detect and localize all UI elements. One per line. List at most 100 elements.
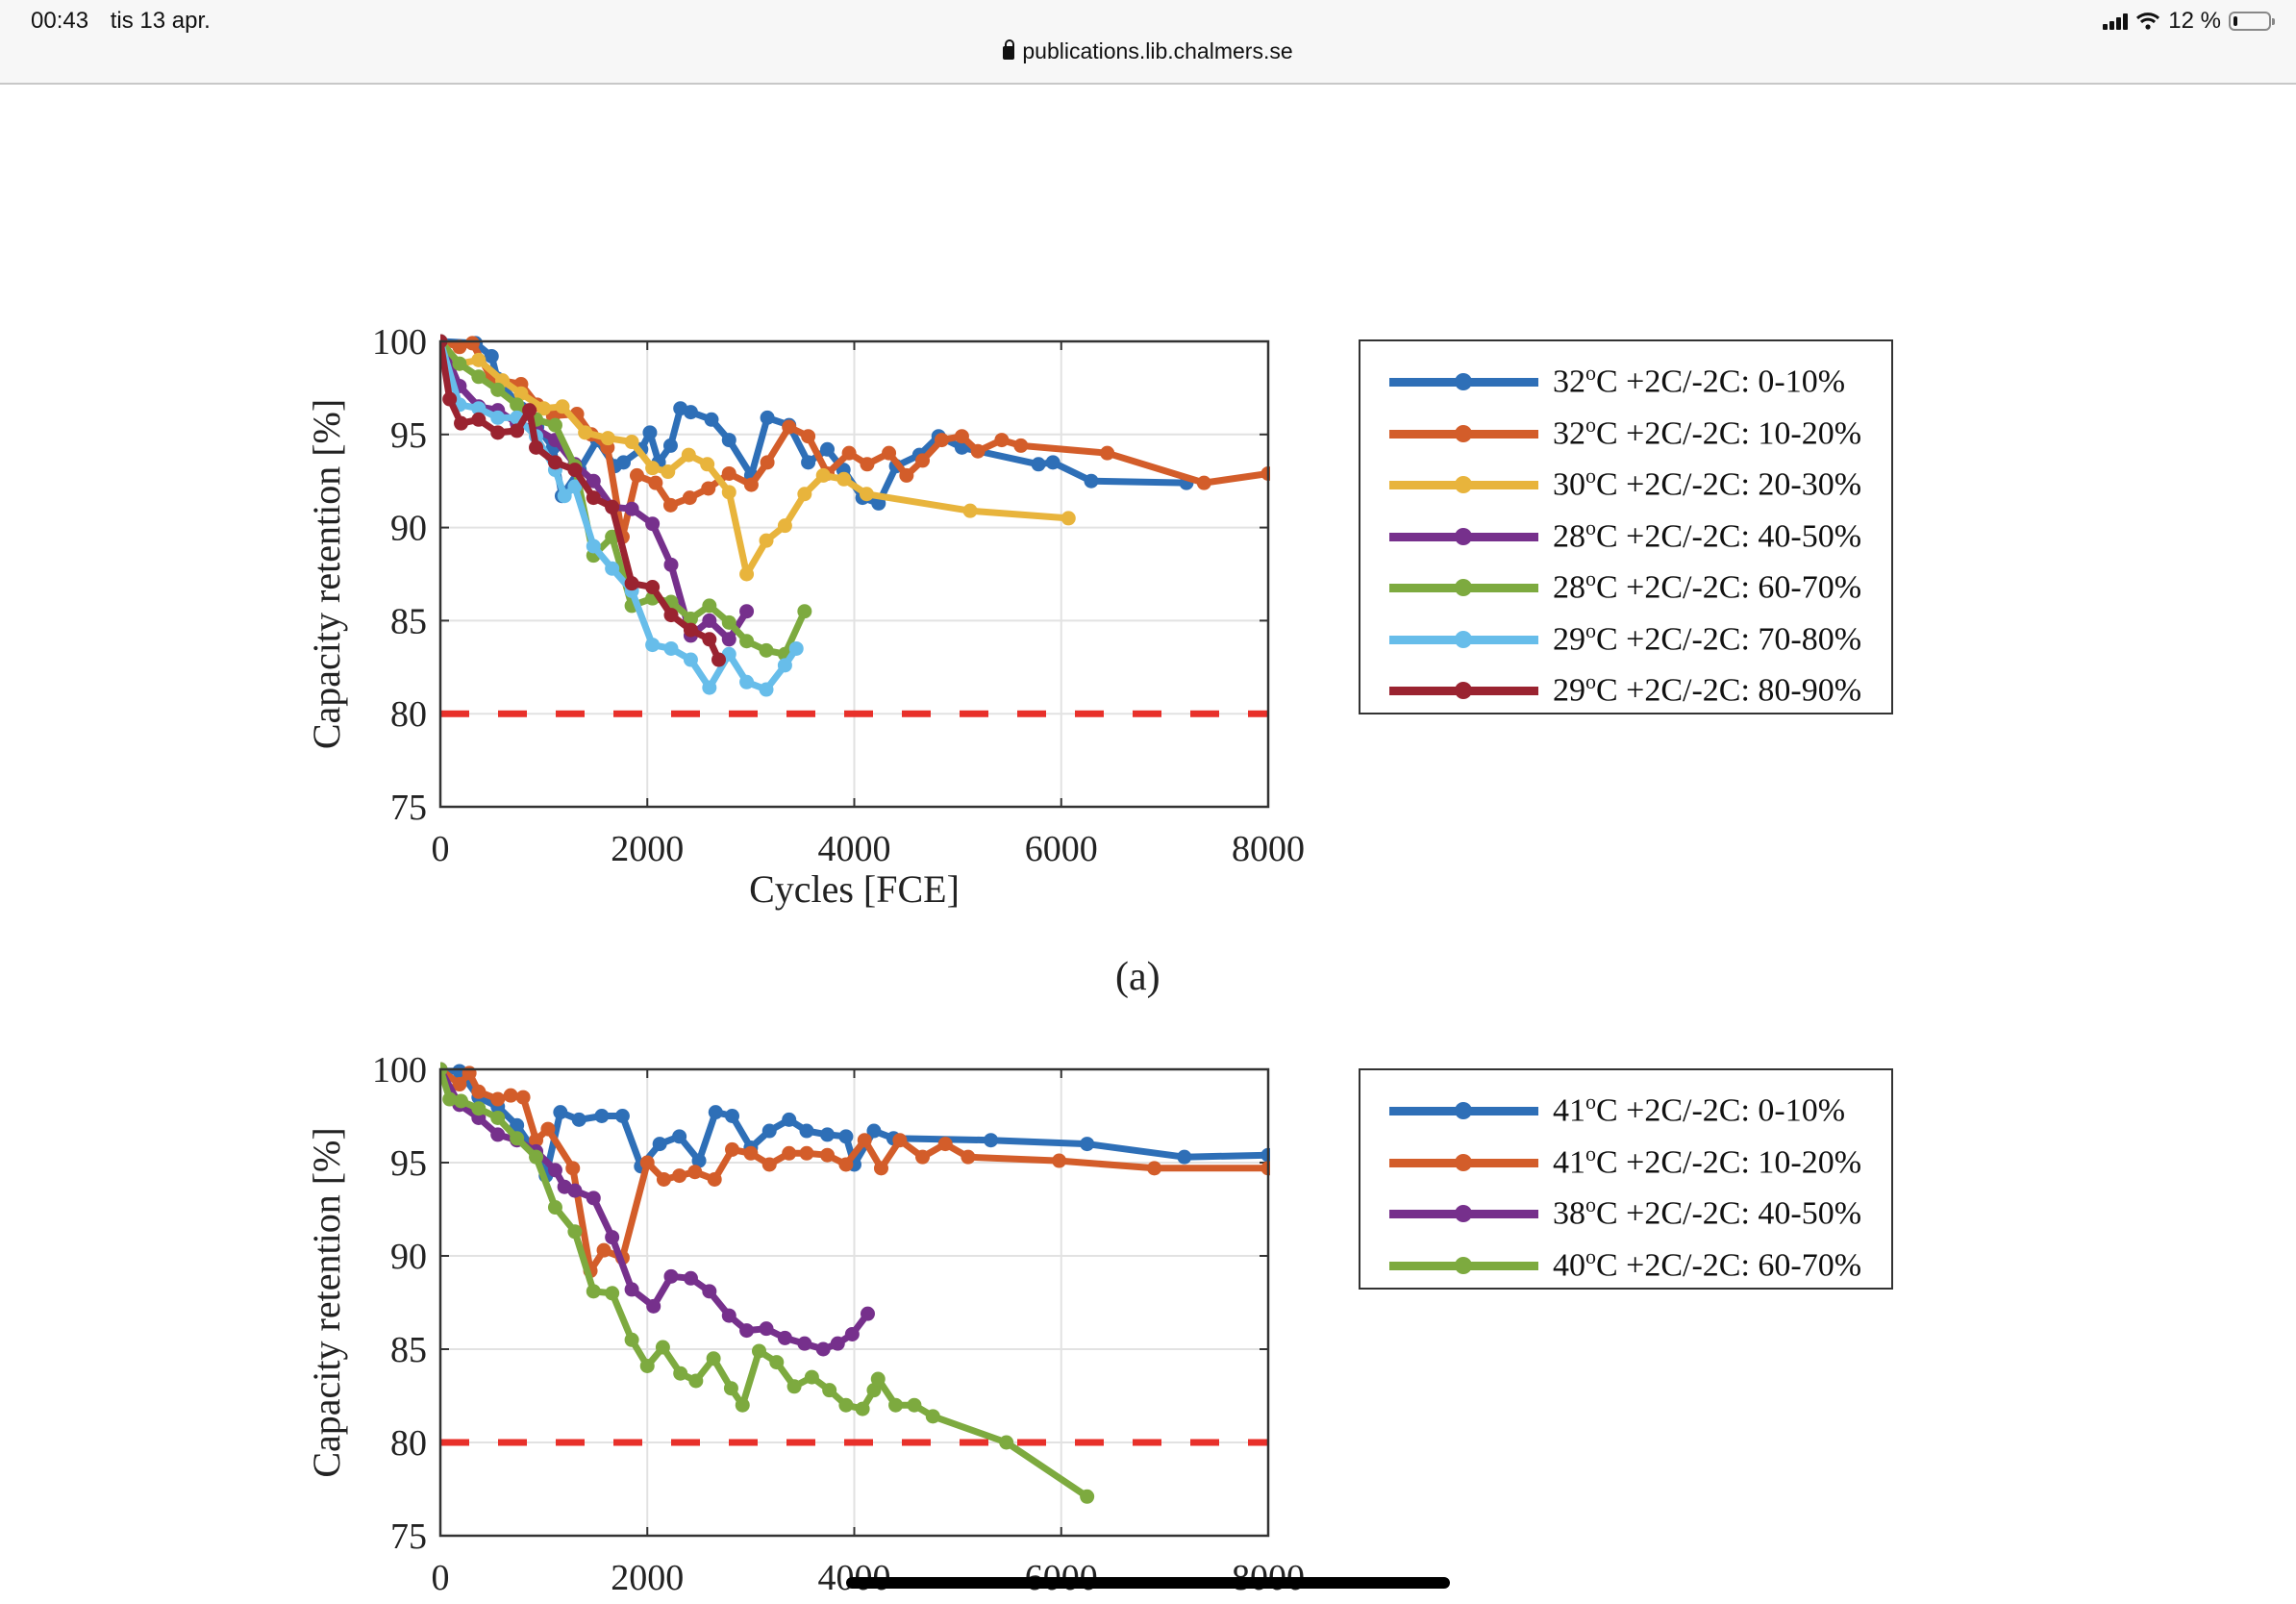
legend-marker — [1455, 579, 1472, 596]
data-point — [688, 1373, 704, 1389]
data-point — [761, 1123, 777, 1139]
y-tick-label: 85 — [390, 1330, 427, 1370]
x-tick-label: 0 — [432, 1558, 450, 1598]
data-point — [661, 464, 676, 480]
battery-percent: 12 % — [2168, 8, 2221, 34]
data-point — [529, 1133, 544, 1148]
data-point — [782, 1145, 797, 1161]
data-point — [797, 604, 812, 619]
data-point — [739, 566, 755, 582]
lock-icon — [1003, 39, 1015, 60]
data-point — [515, 1090, 531, 1105]
data-point — [855, 1401, 870, 1416]
y-axis-label: Capacity retention [%] — [305, 399, 348, 749]
status-date: tis 13 apr. — [110, 8, 211, 34]
data-point — [984, 1133, 999, 1148]
data-point — [452, 356, 467, 371]
legend-item: 40oC +2C/-2C: 60-70% — [1360, 1241, 1891, 1289]
data-point — [605, 1230, 620, 1245]
data-point — [681, 447, 696, 463]
data-point — [859, 487, 874, 502]
data-point — [804, 1369, 819, 1385]
data-point — [547, 1200, 562, 1216]
data-point — [801, 429, 816, 444]
data-point — [464, 336, 480, 351]
legend-marker — [1455, 476, 1472, 493]
data-point — [782, 1112, 797, 1127]
y-tick-label: 90 — [390, 1237, 427, 1277]
data-point — [673, 1366, 688, 1381]
data-point — [873, 1161, 888, 1176]
data-point — [711, 652, 727, 667]
data-point — [645, 580, 661, 595]
legend-item: 32oC +2C/-2C: 0-10% — [1360, 357, 1891, 405]
data-point — [490, 382, 506, 397]
data-point — [838, 1157, 854, 1172]
data-point — [857, 1133, 872, 1148]
data-point — [830, 1336, 845, 1351]
address-bar[interactable]: publications.lib.chalmers.se — [0, 38, 2296, 64]
data-point — [743, 477, 759, 492]
legend-marker — [1455, 1102, 1472, 1119]
x-tick-label: 2000 — [611, 1558, 684, 1598]
data-point — [899, 467, 914, 483]
data-point — [961, 1149, 976, 1165]
data-point — [547, 417, 562, 433]
data-point — [702, 598, 717, 614]
data-point — [624, 435, 639, 450]
y-tick-label: 100 — [372, 1050, 427, 1090]
legend-marker — [1455, 1256, 1472, 1274]
data-point — [557, 489, 572, 504]
data-point — [866, 1383, 882, 1398]
data-point — [540, 1121, 556, 1137]
data-point — [490, 1091, 506, 1107]
home-indicator[interactable] — [846, 1577, 1450, 1589]
data-point — [462, 1065, 477, 1081]
data-point — [586, 490, 601, 506]
legend-label: 29oC +2C/-2C: 70-80% — [1553, 617, 1862, 657]
data-point — [777, 658, 792, 673]
data-point — [820, 1147, 836, 1163]
status-time: 00:43 — [31, 8, 89, 34]
data-point — [687, 1165, 703, 1180]
data-point — [836, 471, 852, 487]
data-point — [769, 1355, 785, 1370]
data-point — [815, 467, 831, 483]
data-point — [815, 1341, 831, 1357]
data-point — [739, 1323, 755, 1339]
legend-item: 28oC +2C/-2C: 40-50% — [1360, 512, 1891, 560]
data-point — [648, 475, 663, 490]
data-point — [663, 640, 679, 656]
status-time-date: 00:43 tis 13 apr. — [31, 8, 211, 35]
plot-frame — [438, 1067, 1270, 1538]
data-point — [777, 518, 792, 534]
data-point — [624, 501, 639, 516]
data-point — [645, 516, 661, 532]
url-text: publications.lib.chalmers.se — [1022, 38, 1293, 63]
data-point — [503, 1088, 518, 1103]
x-tick-label: 8000 — [1232, 829, 1305, 869]
data-point — [452, 1077, 467, 1092]
data-point — [594, 1109, 610, 1123]
data-point — [934, 433, 949, 448]
data-point — [639, 1358, 655, 1373]
data-point — [565, 1161, 581, 1176]
legend-item: 41oC +2C/-2C: 10-20% — [1360, 1138, 1891, 1186]
data-point — [838, 1129, 854, 1144]
data-point — [866, 1123, 882, 1139]
status-bar: 00:43 tis 13 apr. publications.lib.chalm… — [0, 0, 2296, 85]
data-point — [759, 1321, 774, 1337]
data-point — [1177, 1149, 1192, 1165]
data-point — [786, 1379, 802, 1394]
data-point — [471, 412, 487, 427]
legend-item: 29oC +2C/-2C: 70-80% — [1360, 614, 1891, 663]
data-point — [782, 419, 797, 435]
data-point — [759, 642, 774, 658]
legend-marker — [1455, 424, 1472, 442]
legend-label: 41oC +2C/-2C: 0-10% — [1553, 1090, 1846, 1129]
x-axis-label: Cycles [FCE] — [749, 867, 960, 911]
data-point — [624, 1332, 639, 1347]
data-point — [799, 1123, 814, 1139]
legend-marker — [1455, 1153, 1472, 1171]
